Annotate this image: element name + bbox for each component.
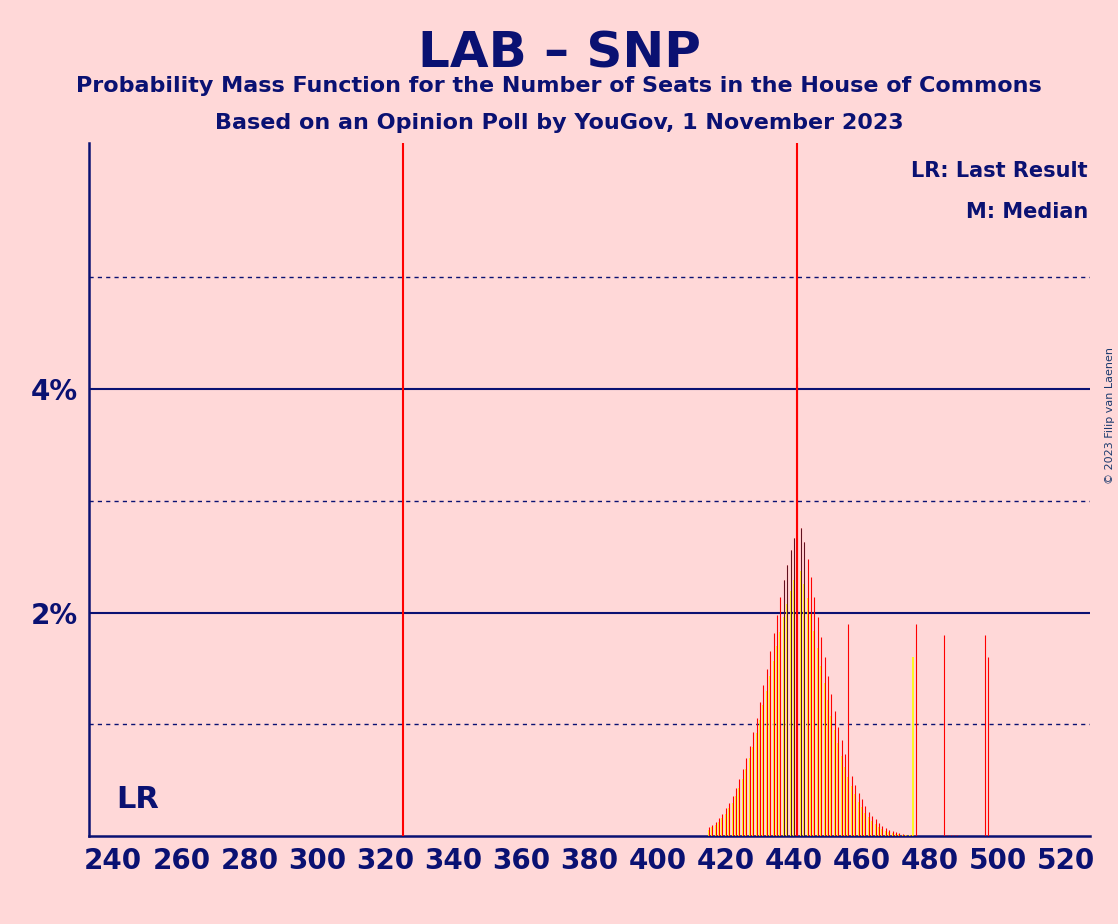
Text: LR: LR bbox=[116, 784, 160, 814]
Text: Probability Mass Function for the Number of Seats in the House of Commons: Probability Mass Function for the Number… bbox=[76, 76, 1042, 96]
Text: Based on an Opinion Poll by YouGov, 1 November 2023: Based on an Opinion Poll by YouGov, 1 No… bbox=[215, 113, 903, 133]
Text: M: Median: M: Median bbox=[966, 202, 1088, 222]
Text: LR: Last Result: LR: Last Result bbox=[911, 161, 1088, 180]
Text: LAB – SNP: LAB – SNP bbox=[417, 30, 701, 78]
Text: © 2023 Filip van Laenen: © 2023 Filip van Laenen bbox=[1106, 347, 1115, 484]
